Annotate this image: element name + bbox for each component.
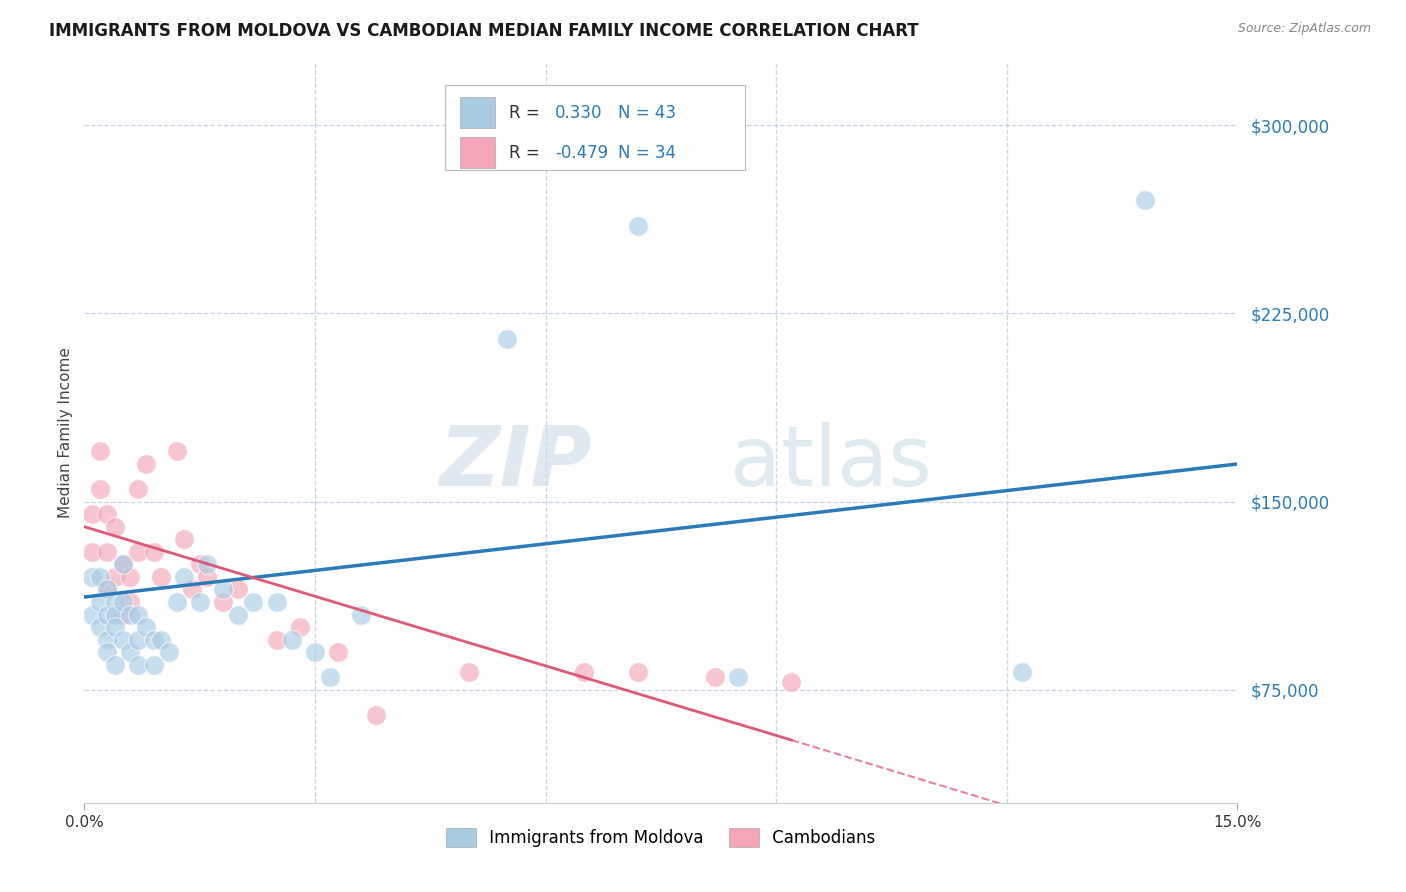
Point [89,482,111,496]
Point [266,595,288,609]
Point [111,558,134,572]
Point [127,482,149,496]
Point [173,533,195,547]
Point [89,620,111,634]
Point [242,595,264,609]
Point [104,607,127,622]
Point [111,595,134,609]
Point [120,607,142,622]
Text: IMMIGRANTS FROM MOLDOVA VS CAMBODIAN MEDIAN FAMILY INCOME CORRELATION CHART: IMMIGRANTS FROM MOLDOVA VS CAMBODIAN MED… [49,22,920,40]
Point [226,607,249,622]
Point [166,595,188,609]
Point [226,582,249,597]
Point [211,582,233,597]
Point [142,657,165,672]
Point [288,620,311,634]
Text: N = 34: N = 34 [619,144,676,161]
Text: Source: ZipAtlas.com: Source: ZipAtlas.com [1237,22,1371,36]
Point [120,645,142,659]
Point [135,457,157,471]
Point [188,558,211,572]
Point [166,444,188,458]
Point [104,657,127,672]
Point [80,545,103,559]
Point [96,582,118,597]
Point [127,657,149,672]
Point [127,607,149,622]
Point [350,607,373,622]
Point [89,570,111,584]
Point [780,675,803,690]
Point [173,570,195,584]
Point [195,558,218,572]
Point [96,607,118,622]
Point [127,545,149,559]
Point [195,570,218,584]
Point [326,645,349,659]
Point [96,582,118,597]
Point [135,620,157,634]
Point [111,558,134,572]
FancyBboxPatch shape [460,97,495,128]
Point [1011,665,1033,680]
Point [120,570,142,584]
Text: 0.330: 0.330 [555,103,602,121]
FancyBboxPatch shape [460,137,495,169]
Point [703,670,725,684]
Point [104,570,127,584]
Point [111,607,134,622]
Point [150,632,173,647]
Point [266,632,288,647]
Point [96,507,118,521]
Point [104,620,127,634]
Point [1133,194,1156,208]
Y-axis label: Median Family Income: Median Family Income [58,347,73,518]
Point [142,545,165,559]
Point [127,632,149,647]
Point [80,607,103,622]
Point [89,444,111,458]
Point [366,708,388,723]
Point [96,545,118,559]
Point [181,582,204,597]
Point [150,570,173,584]
Text: -0.479: -0.479 [555,144,607,161]
Text: R =: R = [509,103,544,121]
Point [157,645,180,659]
Point [572,665,595,680]
Point [80,570,103,584]
Point [727,670,749,684]
Text: N = 43: N = 43 [619,103,676,121]
Point [281,632,304,647]
Text: R =: R = [509,144,544,161]
Point [111,632,134,647]
Point [142,632,165,647]
Text: atlas: atlas [730,422,932,503]
FancyBboxPatch shape [446,85,745,169]
Point [627,219,650,233]
Point [457,665,479,680]
Point [627,665,650,680]
Point [96,645,118,659]
Legend:  Immigrants from Moldova,  Cambodians: Immigrants from Moldova, Cambodians [440,822,882,854]
Point [80,507,103,521]
Point [104,520,127,534]
Point [304,645,326,659]
Point [211,595,233,609]
Point [319,670,342,684]
Point [120,595,142,609]
Point [96,632,118,647]
Point [89,595,111,609]
Point [104,595,127,609]
Point [188,595,211,609]
Point [496,331,519,345]
Text: ZIP: ZIP [439,422,592,503]
